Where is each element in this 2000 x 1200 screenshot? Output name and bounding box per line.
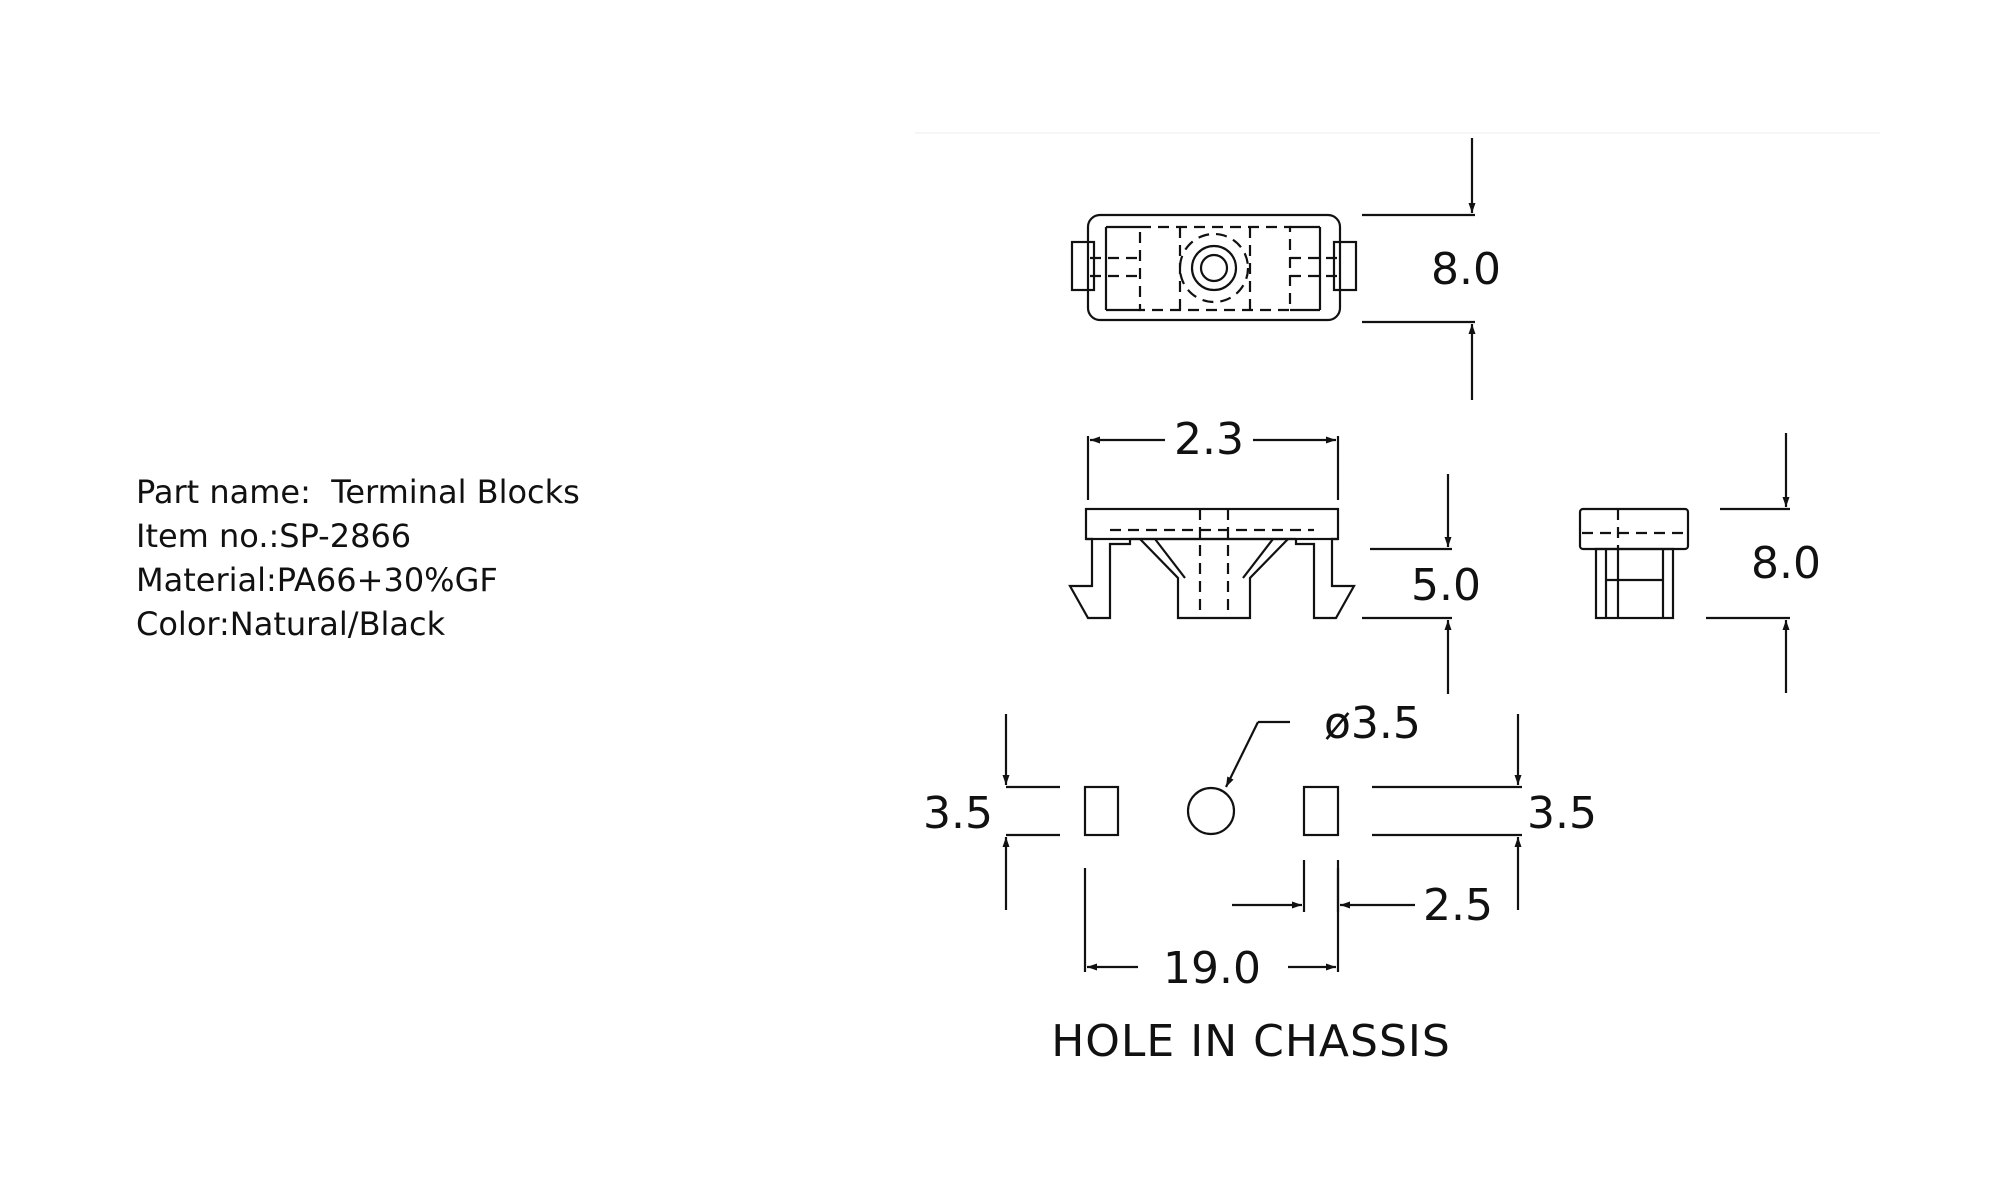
spec-block: Part name: Terminal Blocks Item no.:SP-2… xyxy=(136,470,580,646)
item-number: Item no.:SP-2866 xyxy=(136,517,412,555)
dim-hole-right-height xyxy=(1372,714,1522,910)
top-view xyxy=(1070,213,1358,322)
dim-front-width xyxy=(1086,436,1340,500)
dim-hole-diameter xyxy=(1225,720,1290,788)
dim-hole-left-height xyxy=(1002,714,1060,910)
material: Material:PA66+30%GF xyxy=(136,561,498,599)
part-name: Part name: Terminal Blocks xyxy=(136,473,580,511)
chassis-holes xyxy=(1083,785,1340,837)
dim-hole-spacing-label: 19.0 xyxy=(1163,943,1261,994)
dim-side-height-label: 8.0 xyxy=(1751,538,1821,589)
dim-hole-left-height-label: 3.5 xyxy=(923,788,993,839)
dim-slot-width xyxy=(1232,860,1415,912)
dim-top-height xyxy=(1362,138,1476,400)
dim-hole-right-height-label: 3.5 xyxy=(1527,788,1597,839)
dim-front-height xyxy=(1362,474,1452,694)
caption-hole-in-chassis: HOLE IN CHASSIS xyxy=(1051,1016,1451,1067)
dim-side-height xyxy=(1706,433,1790,693)
dim-front-width-label: 2.3 xyxy=(1174,414,1244,465)
dim-front-height-label: 5.0 xyxy=(1411,560,1481,611)
side-view xyxy=(1578,507,1690,620)
color: Color:Natural/Black xyxy=(136,605,446,643)
dim-top-height-label: 8.0 xyxy=(1431,244,1501,295)
dim-slot-width-label: 2.5 xyxy=(1423,880,1493,931)
dim-hole-diameter-label: ø3.5 xyxy=(1324,698,1421,749)
front-view xyxy=(1068,507,1356,620)
dim-hole-spacing xyxy=(1083,868,1340,972)
